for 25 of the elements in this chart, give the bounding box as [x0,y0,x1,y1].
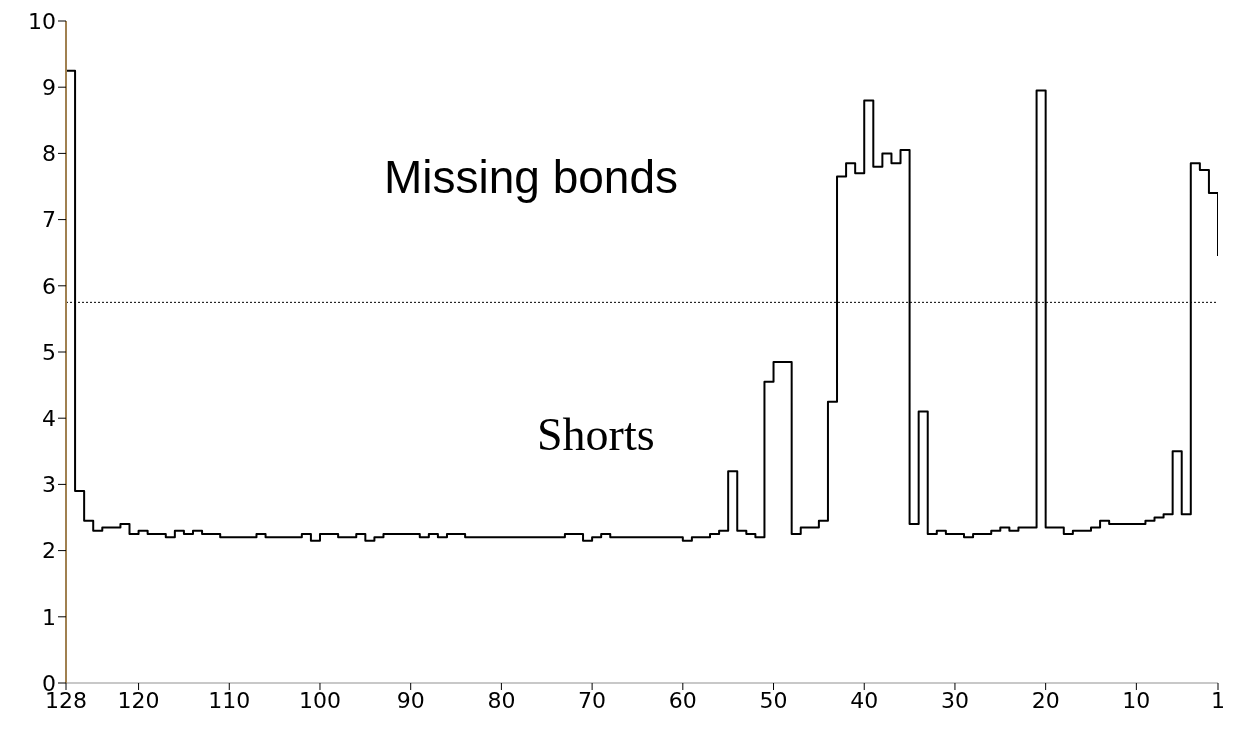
y-tick-label: 6 [42,273,56,299]
x-tick-label: 40 [850,687,879,713]
y-tick-label: 1 [42,604,56,630]
x-tick-label: 120 [117,687,160,713]
x-tick-label: 70 [578,687,607,713]
x-tick-label: 80 [487,687,516,713]
y-tick-label: 5 [42,339,56,365]
x-tick-label: 60 [668,687,697,713]
x-tick-label: 50 [759,687,788,713]
y-tick-label: 3 [42,472,56,498]
annotation: Missing bonds [384,150,679,204]
y-tick-label: 9 [42,75,56,101]
x-tick-label: 110 [208,687,251,713]
y-tick-label: 7 [42,207,56,233]
x-tick-label: 10 [1122,687,1151,713]
x-tick-label: 1 [1211,687,1225,713]
x-tick-label: 100 [298,687,341,713]
y-tick-label: 8 [42,141,56,167]
annotation: Shorts [537,408,655,461]
y-tick-label: 10 [28,8,56,34]
x-tick-label: 30 [940,687,969,713]
x-tick-label: 90 [396,687,425,713]
x-tick-label: 20 [1031,687,1060,713]
y-tick-label: 4 [42,406,56,432]
y-tick-label: 2 [42,538,56,564]
